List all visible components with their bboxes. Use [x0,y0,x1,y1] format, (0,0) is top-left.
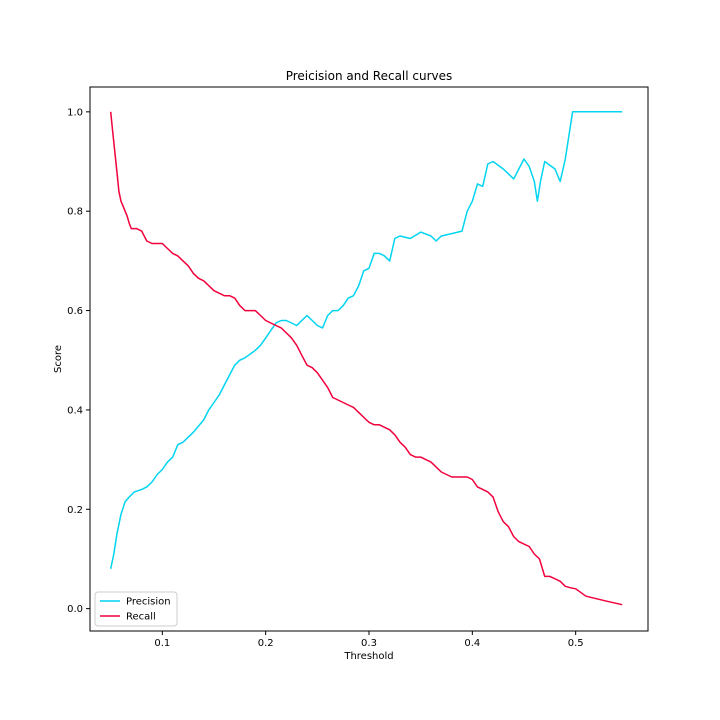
y-tick-label: 0.6 [67,306,83,317]
x-tick-label: 0.2 [258,638,274,649]
series-line-precision [109,111,623,570]
y-tick-label: 0.2 [67,505,83,516]
y-axis-label: Score [53,345,64,373]
legend: Precision Recall [94,591,178,627]
y-tick-label: 1.0 [67,107,83,118]
x-tick-label: 0.1 [154,638,170,649]
x-axis-label: Threshold [343,651,393,662]
y-tick-label: 0.8 [67,207,83,218]
legend-label-precision: Precision [126,597,171,608]
legend-label-recall: Recall [126,612,156,623]
x-tick-label: 0.4 [464,638,480,649]
x-tick-label: 0.5 [568,638,584,649]
chart-title: Preicision and Recall curves [286,69,453,83]
plot-area [109,111,623,606]
y-tick-label: 0.0 [67,604,83,615]
series-line-recall [109,111,623,606]
x-tick-label: 0.3 [361,638,377,649]
y-tick-label: 0.4 [67,405,83,416]
axes: 0.1 0.2 0.3 0.4 0.5 0.0 0.2 0.4 0.6 0.8 1.0 [67,86,649,649]
